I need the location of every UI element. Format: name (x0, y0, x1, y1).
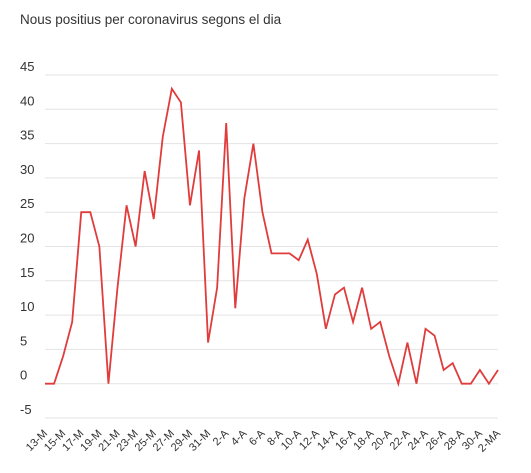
data-point (106, 381, 111, 386)
data-point (378, 319, 383, 324)
data-point (97, 244, 102, 249)
y-tick-label: -5 (20, 402, 32, 417)
data-point (332, 292, 337, 297)
data-point (115, 285, 120, 290)
data-point (414, 381, 419, 386)
data-point (423, 326, 428, 331)
data-point (269, 251, 274, 256)
gridlines (45, 74, 498, 419)
data-point (151, 217, 156, 222)
y-tick-label: 40 (20, 93, 34, 108)
data-point (296, 258, 301, 263)
data-point (206, 340, 211, 345)
data-point (142, 169, 147, 174)
data-point (459, 381, 464, 386)
data-point (124, 203, 129, 208)
data-point (278, 251, 283, 256)
data-point (197, 148, 202, 153)
y-tick-label: 10 (20, 299, 34, 314)
data-point (79, 210, 84, 215)
y-tick-label: 15 (20, 265, 34, 280)
y-tick-label: 25 (20, 196, 34, 211)
data-point (88, 210, 93, 215)
data-point (43, 381, 48, 386)
data-point (396, 381, 401, 386)
chart-title: Nous positius per coronavirus segons el … (20, 12, 282, 27)
data-point (351, 319, 356, 324)
data-point (477, 367, 482, 372)
data-point (260, 210, 265, 215)
data-point (224, 121, 229, 126)
data-point (432, 333, 437, 338)
data-point (178, 100, 183, 105)
data-point (450, 361, 455, 366)
data-point (387, 354, 392, 359)
data-point (169, 86, 174, 91)
data-point (441, 367, 446, 372)
y-tick-label: 0 (20, 368, 27, 383)
data-point (242, 196, 247, 201)
data-point (486, 381, 491, 386)
data-point (360, 285, 365, 290)
data-point (305, 237, 310, 242)
y-tick-label: 35 (20, 128, 34, 143)
data-point (187, 203, 192, 208)
x-axis-ticks: 13-M15-M17-M19-M21-M23-M25-M27-M29-M31-M… (24, 427, 504, 455)
y-tick-label: 20 (20, 231, 34, 246)
data-point (287, 251, 292, 256)
data-point (468, 381, 473, 386)
y-axis-ticks: -5 0 5 10 15 20 25 30 35 40 45 (20, 59, 34, 417)
series-line (45, 86, 499, 388)
data-point (70, 319, 75, 324)
series-layer (43, 86, 501, 388)
x-tick-label: 6-A (247, 427, 268, 448)
data-point (215, 285, 220, 290)
data-point (323, 326, 328, 331)
data-point (369, 326, 374, 331)
data-point (160, 134, 165, 139)
y-tick-label: 30 (20, 162, 34, 177)
data-point (61, 354, 66, 359)
x-tick-label: 31-M (187, 428, 213, 454)
x-tick-label: 2-A (211, 427, 232, 448)
data-point (52, 381, 57, 386)
data-point (251, 141, 256, 146)
data-point (314, 271, 319, 276)
y-tick-label: 45 (20, 59, 34, 74)
y-tick-label: 5 (20, 333, 27, 348)
data-point (496, 367, 501, 372)
data-point (133, 244, 138, 249)
data-point (233, 306, 238, 311)
x-tick-label: 4-A (229, 427, 250, 448)
data-point (341, 285, 346, 290)
data-point (405, 340, 410, 345)
